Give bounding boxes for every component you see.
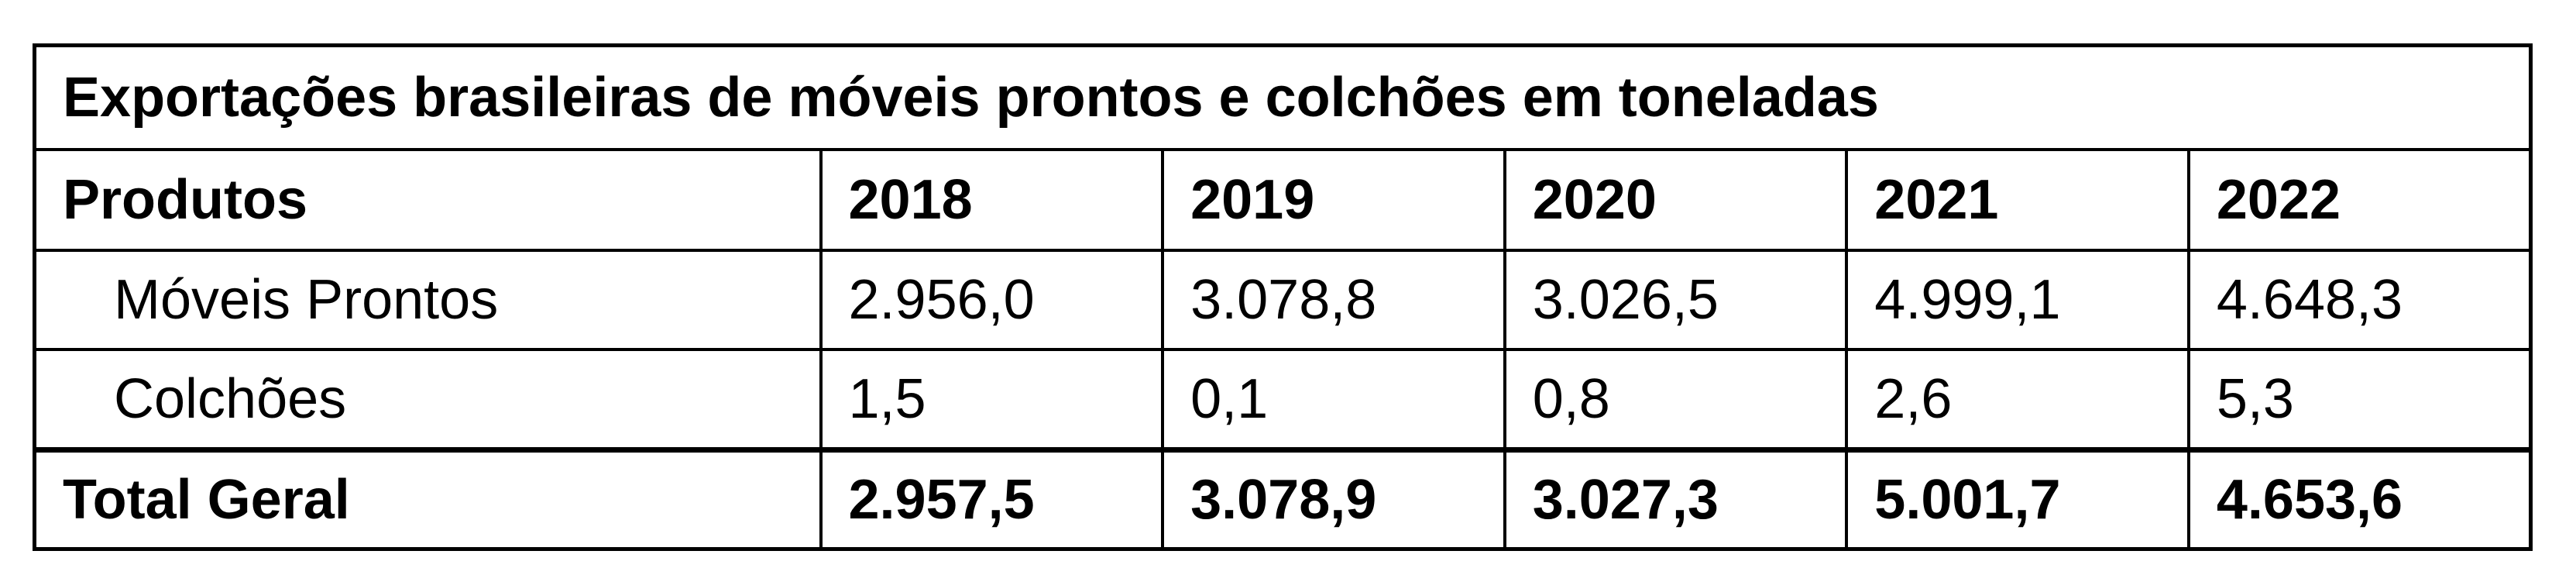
cell-value: 2.956,0 <box>819 249 1165 351</box>
cell-value: 4.648,3 <box>2186 249 2533 351</box>
cell-value: 5,3 <box>2186 348 2533 452</box>
table-header-row: Produtos 2018 2019 2020 2021 2022 <box>33 148 2533 252</box>
header-year-2021: 2021 <box>1845 148 2190 252</box>
header-year-2020: 2020 <box>1503 148 1849 252</box>
cell-value: 4.999,1 <box>1845 249 2190 351</box>
cell-value: 3.026,5 <box>1503 249 1849 351</box>
total-label: Total Geral <box>33 447 823 551</box>
row-label-colchoes: Colchões <box>33 348 823 452</box>
header-products: Produtos <box>33 148 823 252</box>
cell-value: 0,1 <box>1161 348 1506 452</box>
table-total-row: Total Geral 2.957,5 3.078,9 3.027,3 5.00… <box>33 447 2533 551</box>
table-title: Exportações brasileiras de móveis pronto… <box>33 43 2533 151</box>
total-value: 4.653,6 <box>2186 447 2533 551</box>
total-value: 2.957,5 <box>819 447 1165 551</box>
row-label-moveis-prontos: Móveis Prontos <box>33 249 823 351</box>
cell-value: 0,8 <box>1503 348 1849 452</box>
header-year-2019: 2019 <box>1161 148 1506 252</box>
cell-value: 1,5 <box>819 348 1165 452</box>
data-table-container: Exportações brasileiras de móveis pronto… <box>33 43 2533 551</box>
total-value: 5.001,7 <box>1845 447 2190 551</box>
cell-value: 2,6 <box>1845 348 2190 452</box>
exports-table: Exportações brasileiras de móveis pronto… <box>33 43 2533 551</box>
cell-value: 3.078,8 <box>1161 249 1506 351</box>
table-title-row: Exportações brasileiras de móveis pronto… <box>33 43 2533 151</box>
header-year-2022: 2022 <box>2186 148 2533 252</box>
table-row: Colchões 1,5 0,1 0,8 2,6 5,3 <box>33 348 2533 452</box>
table-row: Móveis Prontos 2.956,0 3.078,8 3.026,5 4… <box>33 249 2533 351</box>
total-value: 3.027,3 <box>1503 447 1849 551</box>
total-value: 3.078,9 <box>1161 447 1506 551</box>
header-year-2018: 2018 <box>819 148 1165 252</box>
